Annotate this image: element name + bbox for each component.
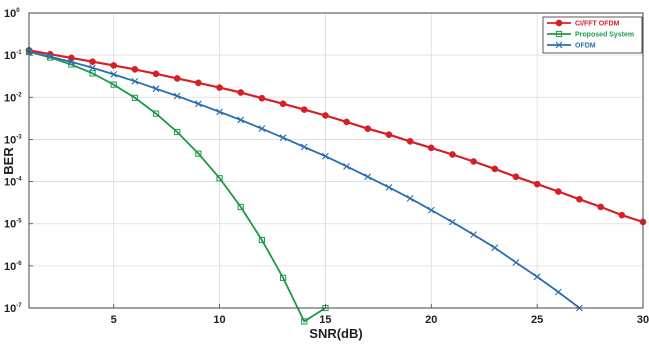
- data-point: [152, 70, 160, 78]
- data-point: [364, 125, 372, 133]
- x-tick-label: 20: [425, 314, 437, 326]
- data-point: [216, 108, 223, 116]
- data-point: [131, 66, 139, 73]
- data-point: [300, 106, 308, 113]
- data-point: [555, 30, 563, 38]
- data-point: [449, 218, 456, 226]
- data-point: [427, 144, 435, 152]
- data-point: [301, 318, 308, 325]
- x-tick-label: 5: [111, 314, 117, 326]
- legend: CI/FFT OFDM Proposed System OFDM: [542, 16, 643, 54]
- data-point: [279, 274, 287, 281]
- y-tick-label: 10-3: [4, 134, 22, 146]
- data-point: [618, 211, 626, 219]
- series-line: [28, 49, 644, 224]
- data-point: [427, 206, 435, 214]
- data-point: [322, 152, 329, 160]
- data-point: [385, 183, 393, 191]
- y-tick-label: 10-5: [4, 219, 22, 231]
- data-point: [131, 94, 138, 101]
- data-point: [89, 70, 96, 77]
- y-axis-ticks: 100 10-1 10-2 10-3 10-4 10-5 10-6 10-7: [4, 8, 33, 315]
- data-point: [406, 138, 414, 145]
- data-point: [258, 236, 265, 244]
- data-point: [89, 58, 96, 66]
- y-tick-label: 100: [4, 8, 20, 20]
- y-tick-label: 10-1: [4, 50, 22, 62]
- data-point: [533, 180, 541, 188]
- data-point: [385, 131, 393, 138]
- data-point: [173, 92, 181, 100]
- series-line: [28, 50, 326, 323]
- y-axis-title: BER: [1, 147, 16, 175]
- data-point: [300, 143, 308, 151]
- series-layer: [25, 46, 647, 325]
- data-point: [470, 231, 478, 239]
- data-point: [470, 158, 477, 165]
- legend-label: OFDM: [575, 43, 596, 50]
- data-point: [343, 162, 350, 170]
- data-point: [576, 195, 583, 203]
- data-point: [237, 203, 244, 211]
- x-axis-ticks: 5 10 15 20 25 30: [111, 304, 649, 326]
- data-point: [322, 112, 329, 119]
- data-point: [364, 173, 372, 181]
- legend-label: CI/FFT OFDM: [575, 21, 619, 28]
- data-point: [89, 64, 96, 72]
- data-point: [533, 273, 541, 281]
- data-point: [173, 75, 181, 82]
- data-point: [512, 173, 520, 181]
- data-point: [406, 194, 414, 202]
- legend-label: Proposed System: [575, 32, 634, 39]
- series-ofdm: [25, 48, 583, 312]
- data-point: [449, 151, 456, 158]
- data-point: [152, 110, 160, 117]
- data-point: [554, 288, 562, 296]
- data-point: [46, 53, 54, 61]
- data-point: [237, 116, 245, 124]
- data-point: [194, 100, 202, 108]
- data-point: [554, 188, 562, 195]
- data-point: [216, 84, 223, 91]
- data-point: [258, 125, 266, 133]
- y-tick-label: 10-2: [4, 92, 22, 104]
- x-tick-label: 30: [637, 314, 649, 326]
- data-point: [174, 128, 181, 136]
- data-point: [258, 94, 266, 102]
- data-point: [110, 81, 117, 88]
- x-tick-label: 10: [213, 314, 225, 326]
- data-point: [110, 62, 118, 69]
- data-point: [67, 58, 75, 66]
- data-point: [195, 79, 202, 87]
- data-point: [512, 259, 520, 266]
- x-axis-title: SNR(dB): [309, 326, 362, 341]
- data-point: [343, 118, 350, 126]
- data-point: [491, 165, 499, 173]
- y-tick-label: 10-4: [4, 177, 22, 189]
- data-point: [237, 89, 245, 96]
- data-point: [279, 134, 287, 142]
- data-point: [152, 85, 160, 93]
- x-tick-label: 25: [531, 314, 543, 326]
- plot-frame: [28, 12, 644, 309]
- data-point: [555, 19, 563, 27]
- data-point: [131, 77, 139, 85]
- data-point: [279, 100, 287, 108]
- data-point: [110, 70, 118, 78]
- data-point: [195, 150, 202, 157]
- data-point: [491, 244, 499, 252]
- data-point: [597, 203, 605, 211]
- data-point: [216, 175, 223, 182]
- y-tick-label: 10-7: [4, 303, 22, 315]
- data-point: [555, 41, 563, 49]
- y-tick-label: 10-6: [4, 261, 22, 273]
- x-tick-label: 15: [319, 314, 331, 326]
